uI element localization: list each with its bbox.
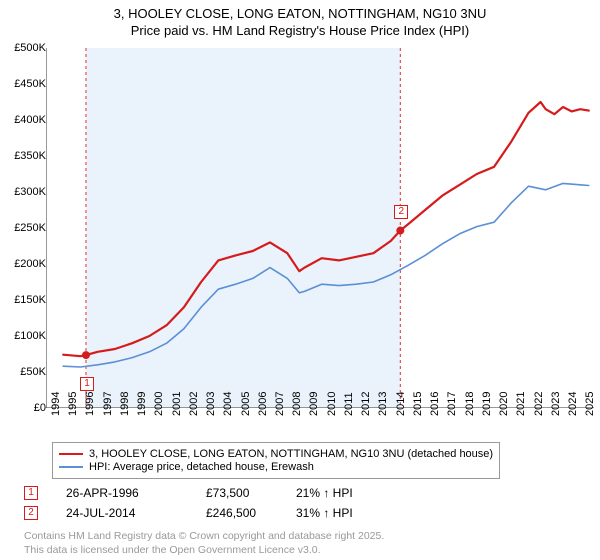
xtick-label: 2008 [291, 392, 303, 416]
xtick-label: 1998 [119, 392, 131, 416]
xtick-label: 2002 [188, 392, 200, 416]
footer-line1: Contains HM Land Registry data © Crown c… [24, 530, 384, 544]
sale-marker-2: 2 [394, 205, 408, 219]
xtick-label: 2001 [171, 392, 183, 416]
sale-row-1: 1 26-APR-1996£73,50021% ↑ HPI [24, 486, 353, 500]
ytick-label: £500K [0, 42, 46, 54]
xtick-label: 2010 [326, 392, 338, 416]
ytick-label: £100K [0, 330, 46, 342]
ytick-label: £300K [0, 186, 46, 198]
xtick-label: 1999 [136, 392, 148, 416]
xtick-label: 2006 [257, 392, 269, 416]
xtick-label: 2021 [515, 392, 527, 416]
xtick-label: 2009 [308, 392, 320, 416]
xtick-label: 2011 [343, 392, 355, 416]
sale-price: £246,500 [206, 506, 296, 520]
xtick-label: 1996 [84, 392, 96, 416]
xtick-label: 2004 [222, 392, 234, 416]
xtick-label: 2022 [533, 392, 545, 416]
xtick-label: 2017 [446, 392, 458, 416]
xtick-label: 2023 [550, 392, 562, 416]
sale-row-marker: 2 [24, 506, 38, 520]
xtick-label: 2012 [360, 392, 372, 416]
xtick-label: 2015 [412, 392, 424, 416]
sale-price: £73,500 [206, 486, 296, 500]
ytick-label: £450K [0, 78, 46, 90]
ytick-label: £150K [0, 294, 46, 306]
xtick-label: 2007 [274, 392, 286, 416]
legend-item: HPI: Average price, detached house, Erew… [59, 461, 493, 473]
sale-date: 26-APR-1996 [66, 486, 206, 500]
legend-swatch [59, 466, 83, 468]
chart-container: 3, HOOLEY CLOSE, LONG EATON, NOTTINGHAM,… [0, 0, 600, 560]
xtick-label: 2019 [481, 392, 493, 416]
xtick-label: 2003 [205, 392, 217, 416]
ytick-label: £200K [0, 258, 46, 270]
title-line2: Price paid vs. HM Land Registry's House … [0, 23, 600, 38]
xtick-label: 2018 [464, 392, 476, 416]
legend-label: 3, HOOLEY CLOSE, LONG EATON, NOTTINGHAM,… [89, 448, 493, 460]
legend: 3, HOOLEY CLOSE, LONG EATON, NOTTINGHAM,… [52, 442, 500, 479]
xtick-label: 1994 [50, 392, 62, 416]
sale-date: 24-JUL-2014 [66, 506, 206, 520]
sale-marker-1: 1 [80, 377, 94, 391]
sale-delta: 21% ↑ HPI [296, 486, 353, 500]
ytick-label: £250K [0, 222, 46, 234]
xtick-label: 2014 [395, 392, 407, 416]
plot-area [46, 48, 594, 408]
sale-row-2: 2 24-JUL-2014£246,50031% ↑ HPI [24, 506, 353, 520]
xtick-label: 2000 [153, 392, 165, 416]
footer-line2: This data is licensed under the Open Gov… [24, 544, 384, 558]
ytick-label: £0 [0, 402, 46, 414]
title-line1: 3, HOOLEY CLOSE, LONG EATON, NOTTINGHAM,… [0, 6, 600, 21]
ytick-label: £350K [0, 150, 46, 162]
plot-svg [46, 48, 594, 408]
xtick-label: 2024 [567, 392, 579, 416]
ytick-label: £50K [0, 366, 46, 378]
legend-label: HPI: Average price, detached house, Erew… [89, 461, 314, 473]
xtick-label: 2025 [584, 392, 596, 416]
xtick-label: 2020 [498, 392, 510, 416]
legend-item: 3, HOOLEY CLOSE, LONG EATON, NOTTINGHAM,… [59, 448, 493, 460]
legend-swatch [59, 453, 83, 455]
ytick-label: £400K [0, 114, 46, 126]
xtick-label: 1995 [67, 392, 79, 416]
xtick-label: 2016 [429, 392, 441, 416]
sale-row-marker: 1 [24, 486, 38, 500]
xtick-label: 2005 [240, 392, 252, 416]
xtick-label: 1997 [102, 392, 114, 416]
footer-attribution: Contains HM Land Registry data © Crown c… [24, 530, 384, 557]
sale-delta: 31% ↑ HPI [296, 506, 353, 520]
chart-titles: 3, HOOLEY CLOSE, LONG EATON, NOTTINGHAM,… [0, 0, 600, 38]
xtick-label: 2013 [377, 392, 389, 416]
